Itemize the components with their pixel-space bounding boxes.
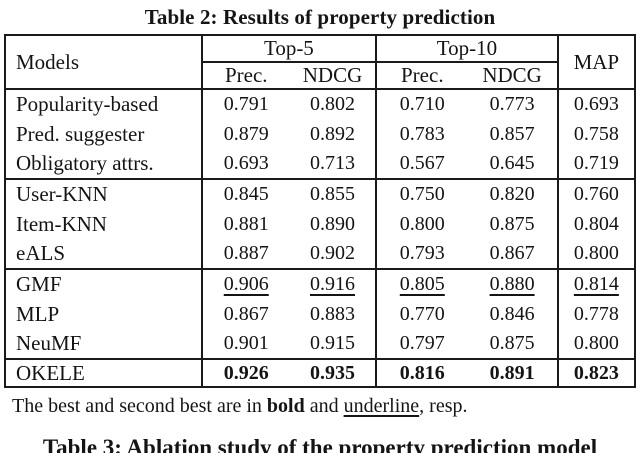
- value-cell: 0.791: [201, 88, 290, 119]
- value-cell: 0.880: [467, 268, 559, 299]
- value-cell: 0.883: [289, 299, 378, 329]
- results-table: Models Top-5 Top-10 MAP Prec. NDCG Prec.…: [4, 34, 636, 388]
- value-cell: 0.879: [223, 122, 269, 145]
- value-cell: 0.693: [557, 88, 635, 119]
- model-cell: Popularity-based: [5, 88, 203, 119]
- col-header-top5: Top-5: [201, 35, 378, 63]
- value-cell: 0.710: [376, 88, 468, 119]
- model-cell: MLP: [5, 299, 203, 329]
- value-cell: 0.713: [289, 149, 378, 179]
- value-cell: 0.857: [467, 119, 559, 149]
- value-cell: 0.760: [557, 178, 635, 209]
- model-cell: eALS: [5, 239, 203, 269]
- value-cell: 0.693: [223, 152, 269, 174]
- value-cell: 0.887: [223, 242, 269, 264]
- value-cell: 0.867: [223, 302, 269, 325]
- value-cell: 0.890: [289, 209, 378, 239]
- table-row: Pred. suggester 0.879 0.892 0.783 0.857 …: [5, 119, 635, 149]
- value-cell: 0.916: [289, 268, 378, 299]
- model-cell: Pred. suggester: [5, 119, 203, 149]
- footnote-text: , resp.: [419, 395, 468, 417]
- value-cell: 0.805: [376, 268, 468, 299]
- value-cell: 0.892: [289, 119, 378, 149]
- value-cell: 0.800: [573, 242, 619, 264]
- value-cell: 0.915: [289, 329, 378, 359]
- value-cell: 0.567: [399, 152, 445, 174]
- table-footnote: The best and second best are in bold and…: [12, 393, 640, 420]
- value-cell: 0.935: [289, 358, 378, 387]
- value-cell: 0.773: [467, 88, 559, 119]
- value-cell: 0.845: [201, 178, 290, 209]
- value-cell: 0.719: [573, 152, 619, 174]
- value-cell: 0.758: [573, 122, 619, 145]
- value-cell: 0.770: [399, 302, 445, 325]
- value-cell: 0.820: [467, 178, 559, 209]
- table-row: MLP 0.867 0.883 0.770 0.846 0.778: [5, 299, 635, 329]
- table-row: User-KNN 0.845 0.855 0.750 0.820 0.760: [5, 178, 635, 209]
- value-cell: 0.793: [399, 242, 445, 264]
- value-cell: 0.881: [223, 212, 269, 235]
- value-cell: 0.802: [289, 88, 378, 119]
- col-header-top10-prec: Prec.: [401, 63, 444, 87]
- value-cell: 0.816: [376, 358, 468, 387]
- table3-caption: Table 3: Ablation study of the property …: [42, 435, 598, 453]
- model-cell: User-KNN: [5, 178, 203, 209]
- value-cell: 0.800: [399, 212, 445, 235]
- value-cell: 0.875: [467, 209, 559, 239]
- footnote-text: and: [304, 395, 344, 417]
- value-cell: 0.814: [557, 268, 635, 299]
- col-header-map: MAP: [573, 49, 620, 74]
- col-header-top5-ndcg: NDCG: [289, 62, 378, 89]
- col-header-top5-prec: Prec.: [224, 63, 268, 87]
- footnote-text: The best and second best are in: [12, 395, 267, 417]
- header-row-metrics: Prec. NDCG Prec. NDCG: [5, 62, 635, 89]
- table-row: Popularity-based 0.791 0.802 0.710 0.773…: [5, 88, 635, 119]
- value-cell: 0.804: [573, 212, 619, 235]
- table2-caption: Table 2: Results of property prediction: [144, 5, 496, 29]
- value-cell: 0.750: [376, 178, 468, 209]
- model-cell: Obligatory attrs.: [5, 149, 203, 179]
- value-cell: 0.778: [573, 302, 619, 325]
- value-cell: 0.926: [201, 358, 290, 387]
- table-row: OKELE 0.926 0.935 0.816 0.891 0.823: [5, 358, 635, 387]
- value-cell: 0.855: [289, 178, 378, 209]
- value-cell: 0.875: [467, 329, 559, 359]
- value-cell: 0.823: [557, 358, 635, 387]
- model-cell: Item-KNN: [5, 209, 203, 239]
- col-header-top10-ndcg: NDCG: [467, 62, 559, 89]
- value-cell: 0.891: [467, 358, 559, 387]
- value-cell: 0.797: [399, 332, 445, 354]
- value-cell: 0.902: [289, 239, 378, 269]
- table-row: NeuMF 0.901 0.915 0.797 0.875 0.800: [5, 329, 635, 359]
- table-row: eALS 0.887 0.902 0.793 0.867 0.800: [5, 239, 635, 269]
- value-cell: 0.783: [399, 122, 445, 145]
- model-cell: GMF: [5, 268, 203, 299]
- table-row: Item-KNN 0.881 0.890 0.800 0.875 0.804: [5, 209, 635, 239]
- footnote-bold-word: bold: [266, 395, 305, 417]
- value-cell: 0.800: [573, 332, 619, 354]
- header-row-groups: Models Top-5 Top-10 MAP: [5, 35, 635, 89]
- col-header-top10: Top-10: [376, 35, 559, 63]
- table-row: GMF 0.906 0.916 0.805 0.880 0.814: [5, 268, 635, 299]
- table-row: Obligatory attrs. 0.693 0.713 0.567 0.64…: [5, 149, 635, 179]
- model-cell: NeuMF: [5, 329, 203, 359]
- footnote-underline-word: underline: [343, 395, 420, 417]
- value-cell: 0.846: [467, 299, 559, 329]
- value-cell: 0.645: [467, 149, 559, 179]
- model-cell: OKELE: [5, 358, 203, 387]
- col-header-models: Models: [5, 35, 203, 89]
- value-cell: 0.901: [223, 332, 269, 354]
- value-cell: 0.867: [467, 239, 559, 269]
- value-cell: 0.906: [201, 268, 290, 299]
